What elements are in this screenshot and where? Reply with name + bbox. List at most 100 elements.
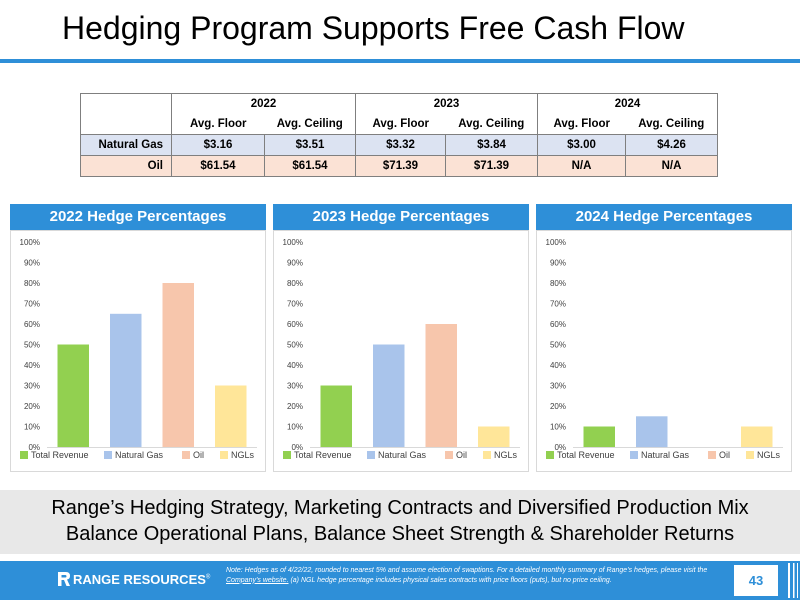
company-logo: RANGE RESOURCES® bbox=[58, 572, 210, 588]
y-tick-label: 40% bbox=[287, 361, 303, 370]
table-cell: $61.54 bbox=[264, 155, 356, 177]
table-subheader: Avg. Ceiling bbox=[625, 114, 718, 135]
legend-swatch bbox=[182, 451, 190, 459]
legend-swatch bbox=[104, 451, 112, 459]
footnote-text-ngl: (a) NGL hedge percentage includes physic… bbox=[288, 576, 612, 584]
y-tick-label: 90% bbox=[550, 259, 566, 268]
table-row-natural-gas: Natural Gas $3.16 $3.51 $3.32 $3.84 $3.0… bbox=[80, 134, 718, 156]
y-tick-label: 80% bbox=[550, 279, 566, 288]
y-tick-label: 10% bbox=[24, 423, 40, 432]
table-cell: $71.39 bbox=[355, 155, 446, 177]
table-cell: $71.39 bbox=[445, 155, 538, 177]
legend-label: Natural Gas bbox=[641, 450, 690, 460]
bar-ngls bbox=[478, 426, 510, 447]
bar-natural-gas bbox=[110, 313, 142, 448]
table-subheader: Avg. Floor bbox=[171, 114, 265, 135]
legend-label: Oil bbox=[193, 450, 204, 460]
table-cell: $61.54 bbox=[171, 155, 265, 177]
y-tick-label: 30% bbox=[24, 382, 40, 391]
table-year-header: 2024 bbox=[537, 93, 718, 114]
decorative-stripes bbox=[786, 561, 800, 600]
table-cell: $3.84 bbox=[445, 134, 538, 156]
table-cell: $3.16 bbox=[171, 134, 265, 156]
table-subheader: Avg. Floor bbox=[537, 114, 626, 135]
bar-total-revenue bbox=[583, 426, 615, 447]
bar-ngls bbox=[215, 385, 247, 447]
legend-swatch bbox=[546, 451, 554, 459]
legend-label: NGLs bbox=[494, 450, 518, 460]
bar-natural-gas bbox=[636, 416, 668, 448]
y-tick-label: 80% bbox=[24, 279, 40, 288]
table-cell: $3.00 bbox=[537, 134, 626, 156]
y-tick-label: 40% bbox=[550, 361, 566, 370]
legend-swatch bbox=[220, 451, 228, 459]
footnote: Note: Hedges as of 4/22/22, rounded to n… bbox=[226, 566, 726, 585]
y-tick-label: 70% bbox=[24, 300, 40, 309]
legend-label: Total Revenue bbox=[557, 450, 615, 460]
table-year-row: 2022 2023 2024 bbox=[80, 93, 718, 114]
y-tick-label: 40% bbox=[24, 361, 40, 370]
range-logo-icon bbox=[58, 572, 70, 586]
table-cell: N/A bbox=[625, 155, 718, 177]
y-tick-label: 30% bbox=[550, 382, 566, 391]
y-tick-label: 100% bbox=[20, 238, 40, 247]
summary-banner: Range’s Hedging Strategy, Marketing Cont… bbox=[0, 490, 800, 554]
banner-line-1: Range’s Hedging Strategy, Marketing Cont… bbox=[51, 497, 749, 519]
banner-line-2: Balance Operational Plans, Balance Sheet… bbox=[65, 523, 735, 545]
registered-mark: ® bbox=[205, 574, 211, 581]
legend-swatch bbox=[20, 451, 28, 459]
legend-swatch bbox=[367, 451, 375, 459]
legend-label: Total Revenue bbox=[31, 450, 89, 460]
footer-bar: RANGE RESOURCES® Note: Hedges as of 4/22… bbox=[0, 561, 800, 600]
chart-2022-plot: 0% 10% 20% 30% 40% 50% 60% 70% 80% 90% 100% Total R… bbox=[20, 238, 257, 460]
page-title: Hedging Program Supports Free Cash Flow bbox=[62, 10, 685, 46]
legend-swatch bbox=[708, 451, 716, 459]
bar-total-revenue bbox=[57, 344, 89, 447]
table-corner-cell bbox=[80, 114, 172, 135]
y-tick-label: 0% bbox=[554, 443, 566, 452]
legend-label: NGLs bbox=[757, 450, 781, 460]
table-subheader: Avg. Ceiling bbox=[264, 114, 356, 135]
table-corner-cell bbox=[80, 93, 172, 114]
chart-2023: 0% 10% 20% 30% 40% 50% 60% 70% 80% 90% 100% Total R… bbox=[273, 230, 529, 472]
y-tick-label: 80% bbox=[287, 279, 303, 288]
bar-natural-gas bbox=[373, 344, 405, 447]
table-year-header: 2023 bbox=[355, 93, 538, 114]
chart-2024: 0% 10% 20% 30% 40% 50% 60% 70% 80% 90% 100% Total R… bbox=[536, 230, 792, 472]
legend-swatch bbox=[630, 451, 638, 459]
table-subheader: Avg. Ceiling bbox=[445, 114, 538, 135]
y-tick-label: 10% bbox=[550, 423, 566, 432]
legend-swatch bbox=[283, 451, 291, 459]
table-subheader-row: Avg. Floor Avg. Ceiling Avg. Floor Avg. … bbox=[80, 114, 718, 135]
legend-label: Natural Gas bbox=[378, 450, 427, 460]
y-tick-label: 20% bbox=[550, 402, 566, 411]
legend-swatch bbox=[483, 451, 491, 459]
title-underline bbox=[0, 59, 800, 63]
bar-oil bbox=[162, 283, 194, 447]
legend-label: Natural Gas bbox=[115, 450, 164, 460]
legend-label: Total Revenue bbox=[294, 450, 352, 460]
y-tick-label: 100% bbox=[283, 238, 303, 247]
logo-text: RANGE RESOURCES bbox=[73, 572, 206, 587]
y-tick-label: 20% bbox=[24, 402, 40, 411]
bar-oil bbox=[425, 324, 457, 447]
legend-swatch bbox=[746, 451, 754, 459]
y-tick-label: 60% bbox=[287, 320, 303, 329]
y-tick-label: 60% bbox=[24, 320, 40, 329]
y-tick-label: 50% bbox=[550, 341, 566, 350]
y-tick-label: 0% bbox=[291, 443, 303, 452]
legend-label: Oil bbox=[456, 450, 467, 460]
chart-2024-plot: 0% 10% 20% 30% 40% 50% 60% 70% 80% 90% 100% Total R… bbox=[546, 238, 783, 460]
chart-2022: 0% 10% 20% 30% 40% 50% 60% 70% 80% 90% 100% Total R… bbox=[10, 230, 266, 472]
table-row-label: Oil bbox=[80, 155, 172, 177]
company-website-link[interactable]: Company’s website. bbox=[226, 576, 289, 584]
table-subheader: Avg. Floor bbox=[355, 114, 446, 135]
chart-2023-plot: 0% 10% 20% 30% 40% 50% 60% 70% 80% 90% 100% Total R… bbox=[283, 238, 520, 460]
y-tick-label: 50% bbox=[287, 341, 303, 350]
chart-title-2022: 2022 Hedge Percentages bbox=[10, 204, 266, 230]
table-cell: $3.32 bbox=[355, 134, 446, 156]
hedge-price-table: 2022 2023 2024 Avg. Floor Avg. Ceiling A… bbox=[80, 93, 718, 177]
table-year-header: 2022 bbox=[171, 93, 356, 114]
y-tick-label: 70% bbox=[550, 300, 566, 309]
table-cell: N/A bbox=[537, 155, 626, 177]
